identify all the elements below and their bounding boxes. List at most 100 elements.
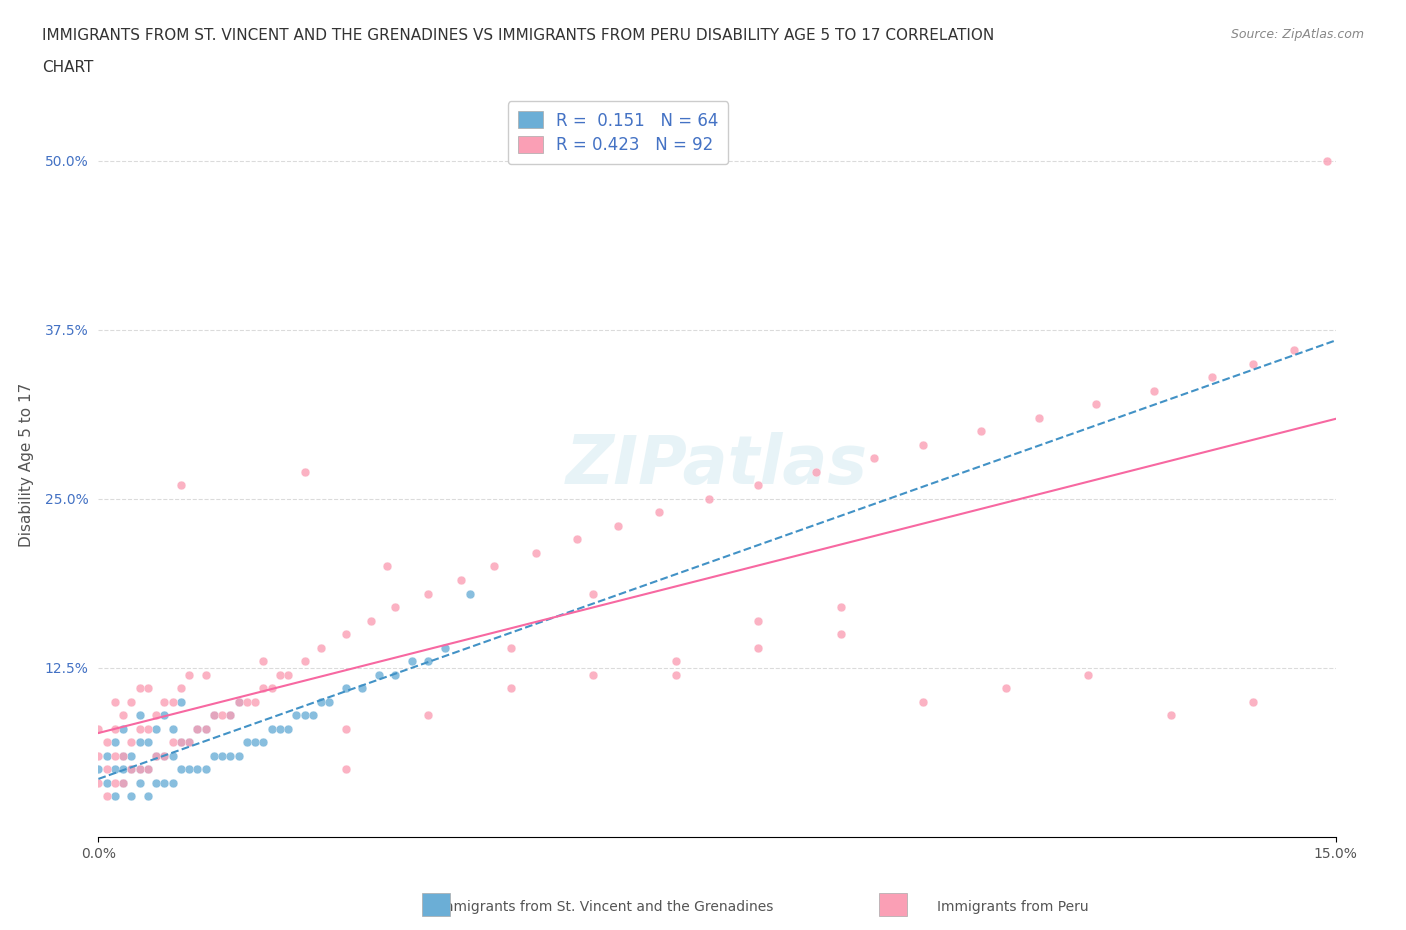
Point xyxy=(96,735,118,750)
Point xyxy=(458,586,481,601)
Point xyxy=(277,667,299,682)
Point xyxy=(128,681,150,696)
Point xyxy=(375,559,398,574)
Point xyxy=(450,573,472,588)
Point xyxy=(112,722,135,737)
Point xyxy=(136,722,159,737)
Point xyxy=(335,722,357,737)
Text: Source: ZipAtlas.com: Source: ZipAtlas.com xyxy=(1230,28,1364,41)
Point xyxy=(104,749,127,764)
Point xyxy=(524,546,547,561)
Point xyxy=(136,681,159,696)
Point xyxy=(243,695,266,710)
Point xyxy=(1085,397,1108,412)
Point xyxy=(128,776,150,790)
Point xyxy=(120,695,142,710)
Point xyxy=(136,735,159,750)
Legend: R =  0.151   N = 64, R = 0.423   N = 92: R = 0.151 N = 64, R = 0.423 N = 92 xyxy=(508,101,728,165)
Point xyxy=(112,762,135,777)
Point xyxy=(565,532,588,547)
Point xyxy=(747,478,769,493)
Point xyxy=(153,708,176,723)
Point xyxy=(153,776,176,790)
Point xyxy=(128,735,150,750)
Point xyxy=(360,613,382,628)
Point xyxy=(162,749,184,764)
Point xyxy=(170,735,193,750)
Point xyxy=(128,722,150,737)
Point xyxy=(219,708,242,723)
Point xyxy=(87,776,110,790)
Point xyxy=(104,695,127,710)
Point xyxy=(648,505,671,520)
Point xyxy=(697,491,720,506)
Point xyxy=(179,762,201,777)
Point xyxy=(112,749,135,764)
Point xyxy=(145,722,167,737)
Point xyxy=(912,437,935,452)
Point xyxy=(96,789,118,804)
Point xyxy=(186,762,208,777)
Point xyxy=(747,613,769,628)
Point xyxy=(186,722,208,737)
Point xyxy=(294,708,316,723)
Point xyxy=(128,762,150,777)
Point xyxy=(352,681,374,696)
Point xyxy=(120,749,142,764)
Point xyxy=(104,789,127,804)
Point xyxy=(145,749,167,764)
Point xyxy=(862,451,884,466)
Point xyxy=(170,695,193,710)
Point xyxy=(179,667,201,682)
Point xyxy=(136,789,159,804)
Point xyxy=(179,735,201,750)
Point xyxy=(104,735,127,750)
Point xyxy=(970,424,993,439)
Y-axis label: Disability Age 5 to 17: Disability Age 5 to 17 xyxy=(18,383,34,547)
Point xyxy=(335,681,357,696)
Point xyxy=(219,708,242,723)
Point xyxy=(211,749,233,764)
Point xyxy=(228,695,250,710)
Point xyxy=(499,681,522,696)
Point xyxy=(186,722,208,737)
Point xyxy=(228,695,250,710)
Point xyxy=(153,695,176,710)
Point xyxy=(194,722,217,737)
Point xyxy=(607,518,630,533)
Point xyxy=(1143,383,1166,398)
Point xyxy=(252,654,274,669)
Point xyxy=(665,654,688,669)
Point xyxy=(136,762,159,777)
Text: IMMIGRANTS FROM ST. VINCENT AND THE GRENADINES VS IMMIGRANTS FROM PERU DISABILIT: IMMIGRANTS FROM ST. VINCENT AND THE GREN… xyxy=(42,28,994,43)
Point xyxy=(294,464,316,479)
Point xyxy=(582,586,605,601)
Point xyxy=(1028,410,1050,425)
Point xyxy=(162,735,184,750)
Point xyxy=(96,749,118,764)
Point xyxy=(1201,369,1223,384)
Point xyxy=(499,640,522,655)
Point xyxy=(170,762,193,777)
Point xyxy=(294,654,316,669)
Point xyxy=(228,749,250,764)
Point xyxy=(194,722,217,737)
Point xyxy=(309,640,332,655)
Point xyxy=(170,735,193,750)
Point xyxy=(202,708,225,723)
Point xyxy=(309,695,332,710)
Point xyxy=(153,749,176,764)
Point xyxy=(260,681,283,696)
Point xyxy=(418,708,440,723)
Point xyxy=(384,667,406,682)
Point xyxy=(162,695,184,710)
Point xyxy=(128,762,150,777)
Point xyxy=(285,708,308,723)
Point xyxy=(236,695,259,710)
Point xyxy=(179,735,201,750)
Point xyxy=(484,559,506,574)
Point xyxy=(367,667,389,682)
Point xyxy=(170,478,193,493)
Point xyxy=(418,654,440,669)
Point xyxy=(912,695,935,710)
